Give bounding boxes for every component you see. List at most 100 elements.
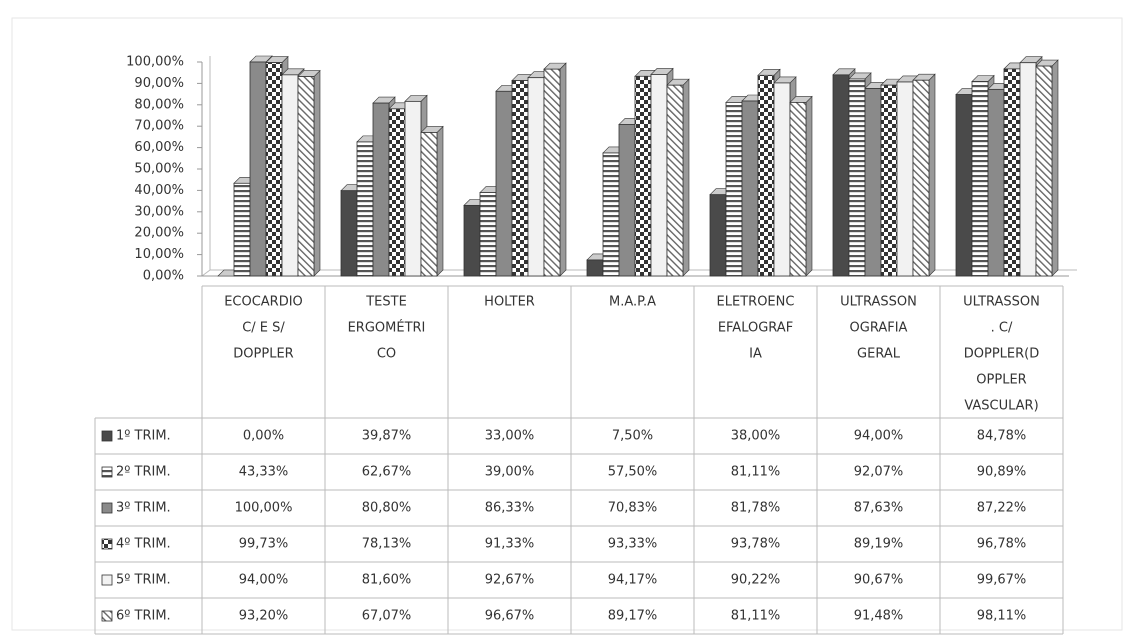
bar <box>356 141 374 277</box>
x-tick-label: EFALOGRAF <box>718 321 793 336</box>
bar <box>971 81 989 277</box>
x-tick-label: ULTRASSON <box>963 295 1040 310</box>
bar <box>372 102 390 277</box>
bar <box>618 124 636 277</box>
value-label: 81,11% <box>731 609 781 624</box>
x-tick-label: CO <box>377 347 396 362</box>
legend-swatch <box>101 538 113 550</box>
value-label: 81,78% <box>731 501 781 516</box>
x-tick-label: HOLTER <box>484 295 535 310</box>
x-tick-label: VASCULAR) <box>964 399 1038 414</box>
legend-label: 2º TRIM. <box>116 465 171 480</box>
bar-side <box>682 78 690 277</box>
bar <box>741 100 759 277</box>
x-tick-label: ERGOMÉTRI <box>348 320 426 336</box>
bar <box>420 132 438 277</box>
x-tick-label: ULTRASSON <box>840 295 917 310</box>
bar <box>586 259 604 277</box>
value-label: 90,67% <box>854 573 904 588</box>
value-label: 78,13% <box>362 537 412 552</box>
value-label: 93,33% <box>608 537 658 552</box>
bar <box>650 74 668 277</box>
legend-label: 6º TRIM. <box>116 609 171 624</box>
x-tick-label: GERAL <box>857 347 901 362</box>
x-tick-label: M.A.P.A <box>609 295 656 310</box>
x-tick-label: ECOCARDIO <box>224 295 303 310</box>
bar <box>725 102 743 277</box>
bar <box>757 74 775 277</box>
bar <box>955 94 973 277</box>
bar-side <box>559 62 567 277</box>
bar <box>479 192 497 277</box>
bar <box>602 152 620 277</box>
bar <box>265 62 283 277</box>
x-tick-label: DOPPLER <box>233 347 293 362</box>
bar <box>880 84 898 277</box>
bar <box>1003 68 1021 277</box>
bar <box>789 102 807 277</box>
value-label: 92,67% <box>485 573 535 588</box>
value-label: 43,33% <box>239 465 289 480</box>
legend-swatch <box>101 430 113 442</box>
y-tick-label: 20,00% <box>134 226 184 241</box>
bar <box>463 204 481 277</box>
value-label: 81,11% <box>731 465 781 480</box>
legend-swatch <box>101 574 113 586</box>
back-wall <box>201 56 211 277</box>
value-label: 81,60% <box>362 573 412 588</box>
bar-side <box>313 69 321 277</box>
value-label: 87,63% <box>854 501 904 516</box>
y-tick-label: 90,00% <box>134 76 184 91</box>
value-label: 91,33% <box>485 537 535 552</box>
bar <box>281 74 299 277</box>
value-label: 70,83% <box>608 501 658 516</box>
value-label: 98,11% <box>977 609 1027 624</box>
bar <box>249 61 267 277</box>
value-label: 38,00% <box>731 429 781 444</box>
value-label: 39,00% <box>485 465 535 480</box>
bar <box>340 190 358 277</box>
value-label: 96,67% <box>485 609 535 624</box>
bar <box>1035 65 1053 277</box>
value-label: 94,00% <box>854 429 904 444</box>
legend-swatch <box>101 502 113 514</box>
bar <box>773 82 791 277</box>
value-label: 91,48% <box>854 609 904 624</box>
value-label: 89,19% <box>854 537 904 552</box>
bar-side <box>436 125 444 277</box>
bar <box>511 80 529 277</box>
value-label: 0,00% <box>243 429 284 444</box>
value-label: 80,80% <box>362 501 412 516</box>
value-label: 94,17% <box>608 573 658 588</box>
x-tick-label: TESTE <box>365 295 407 310</box>
x-tick-label: . C/ <box>991 321 1013 336</box>
value-label: 86,33% <box>485 501 535 516</box>
value-label: 94,00% <box>239 573 289 588</box>
bar <box>495 90 513 277</box>
y-tick-label: 80,00% <box>134 97 184 112</box>
legend-label: 1º TRIM. <box>116 429 171 444</box>
y-tick-label: 0,00% <box>143 269 184 284</box>
bar <box>912 79 930 277</box>
value-label: 84,78% <box>977 429 1027 444</box>
value-label: 57,50% <box>608 465 658 480</box>
y-tick-label: 40,00% <box>134 183 184 198</box>
value-label: 90,22% <box>731 573 781 588</box>
y-tick-label: 30,00% <box>134 204 184 219</box>
value-label: 93,20% <box>239 609 289 624</box>
bar-side <box>805 95 813 277</box>
bar <box>987 88 1005 277</box>
value-label: 67,07% <box>362 609 412 624</box>
bar <box>527 77 545 277</box>
x-tick-label: IA <box>749 347 762 362</box>
value-label: 100,00% <box>235 501 293 516</box>
value-label: 89,17% <box>608 609 658 624</box>
bar <box>233 182 251 277</box>
x-tick-label: C/ E S/ <box>242 321 285 336</box>
bar-side <box>928 73 936 277</box>
value-label: 99,73% <box>239 537 289 552</box>
bar <box>896 81 914 277</box>
bar <box>709 194 727 277</box>
legend-label: 4º TRIM. <box>116 537 171 552</box>
value-label: 33,00% <box>485 429 535 444</box>
